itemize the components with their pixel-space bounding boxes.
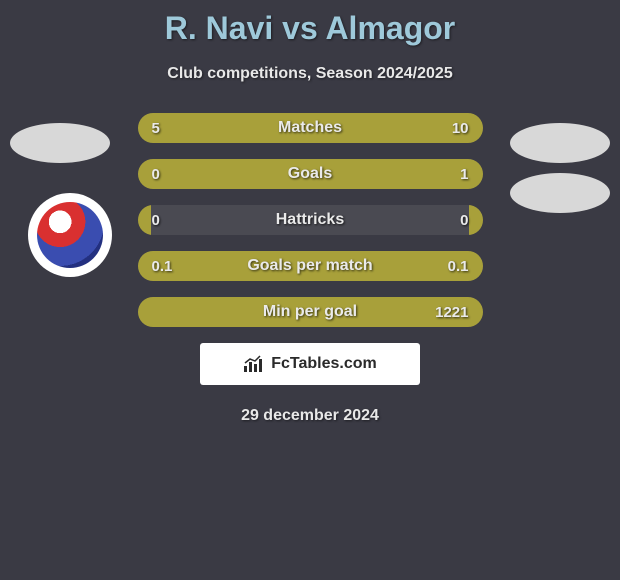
- stat-label: Goals: [138, 159, 483, 189]
- stat-label: Min per goal: [138, 297, 483, 327]
- stat-label: Matches: [138, 113, 483, 143]
- player-right-avatar-placeholder: [510, 123, 610, 163]
- stat-bar: 0.10.1Goals per match: [138, 251, 483, 281]
- page-title: R. Navi vs Almagor: [0, 0, 620, 47]
- club-logo-right-placeholder: [510, 173, 610, 213]
- stat-label: Goals per match: [138, 251, 483, 281]
- club-logo-inner: [37, 202, 103, 268]
- page-subtitle: Club competitions, Season 2024/2025: [0, 65, 620, 83]
- stat-bar: 01Goals: [138, 159, 483, 189]
- club-logo-left: [28, 193, 112, 277]
- stat-bar: 00Hattricks: [138, 205, 483, 235]
- footer-date: 29 december 2024: [0, 407, 620, 425]
- player-left-avatar-placeholder: [10, 123, 110, 163]
- source-badge[interactable]: FcTables.com: [200, 343, 420, 385]
- source-badge-text: FcTables.com: [271, 355, 377, 373]
- stat-bar: 510Matches: [138, 113, 483, 143]
- stat-bar: 1221Min per goal: [138, 297, 483, 327]
- comparison-bars: 510Matches 01Goals 00Hattricks 0.10.1Goals …: [138, 113, 483, 327]
- stat-label: Hattricks: [138, 205, 483, 235]
- comparison-content: 510Matches 01Goals 00Hattricks 0.10.1Goals …: [0, 113, 620, 425]
- chart-icon: [243, 355, 265, 373]
